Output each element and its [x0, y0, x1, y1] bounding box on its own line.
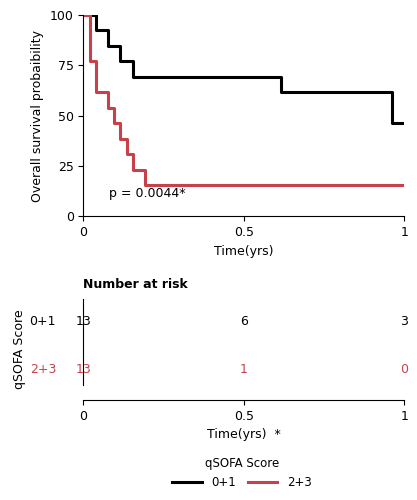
X-axis label: Time(yrs)  *: Time(yrs) *: [207, 428, 281, 442]
Text: 0: 0: [400, 364, 409, 376]
Text: 13: 13: [75, 315, 91, 328]
Text: 1: 1: [240, 364, 248, 376]
Text: 13: 13: [75, 364, 91, 376]
Y-axis label: Overall survival probaibility: Overall survival probaibility: [31, 30, 44, 202]
X-axis label: Time(yrs): Time(yrs): [214, 244, 274, 258]
Text: p = 0.0044*: p = 0.0044*: [109, 187, 186, 200]
Legend: 0+1, 2+3: 0+1, 2+3: [168, 453, 316, 494]
Text: 2+3: 2+3: [30, 364, 56, 376]
Text: qSOFA Score: qSOFA Score: [13, 310, 26, 390]
Text: 0+1: 0+1: [30, 315, 56, 328]
Text: 3: 3: [401, 315, 408, 328]
Text: Number at risk: Number at risk: [83, 278, 188, 291]
Text: 6: 6: [240, 315, 248, 328]
